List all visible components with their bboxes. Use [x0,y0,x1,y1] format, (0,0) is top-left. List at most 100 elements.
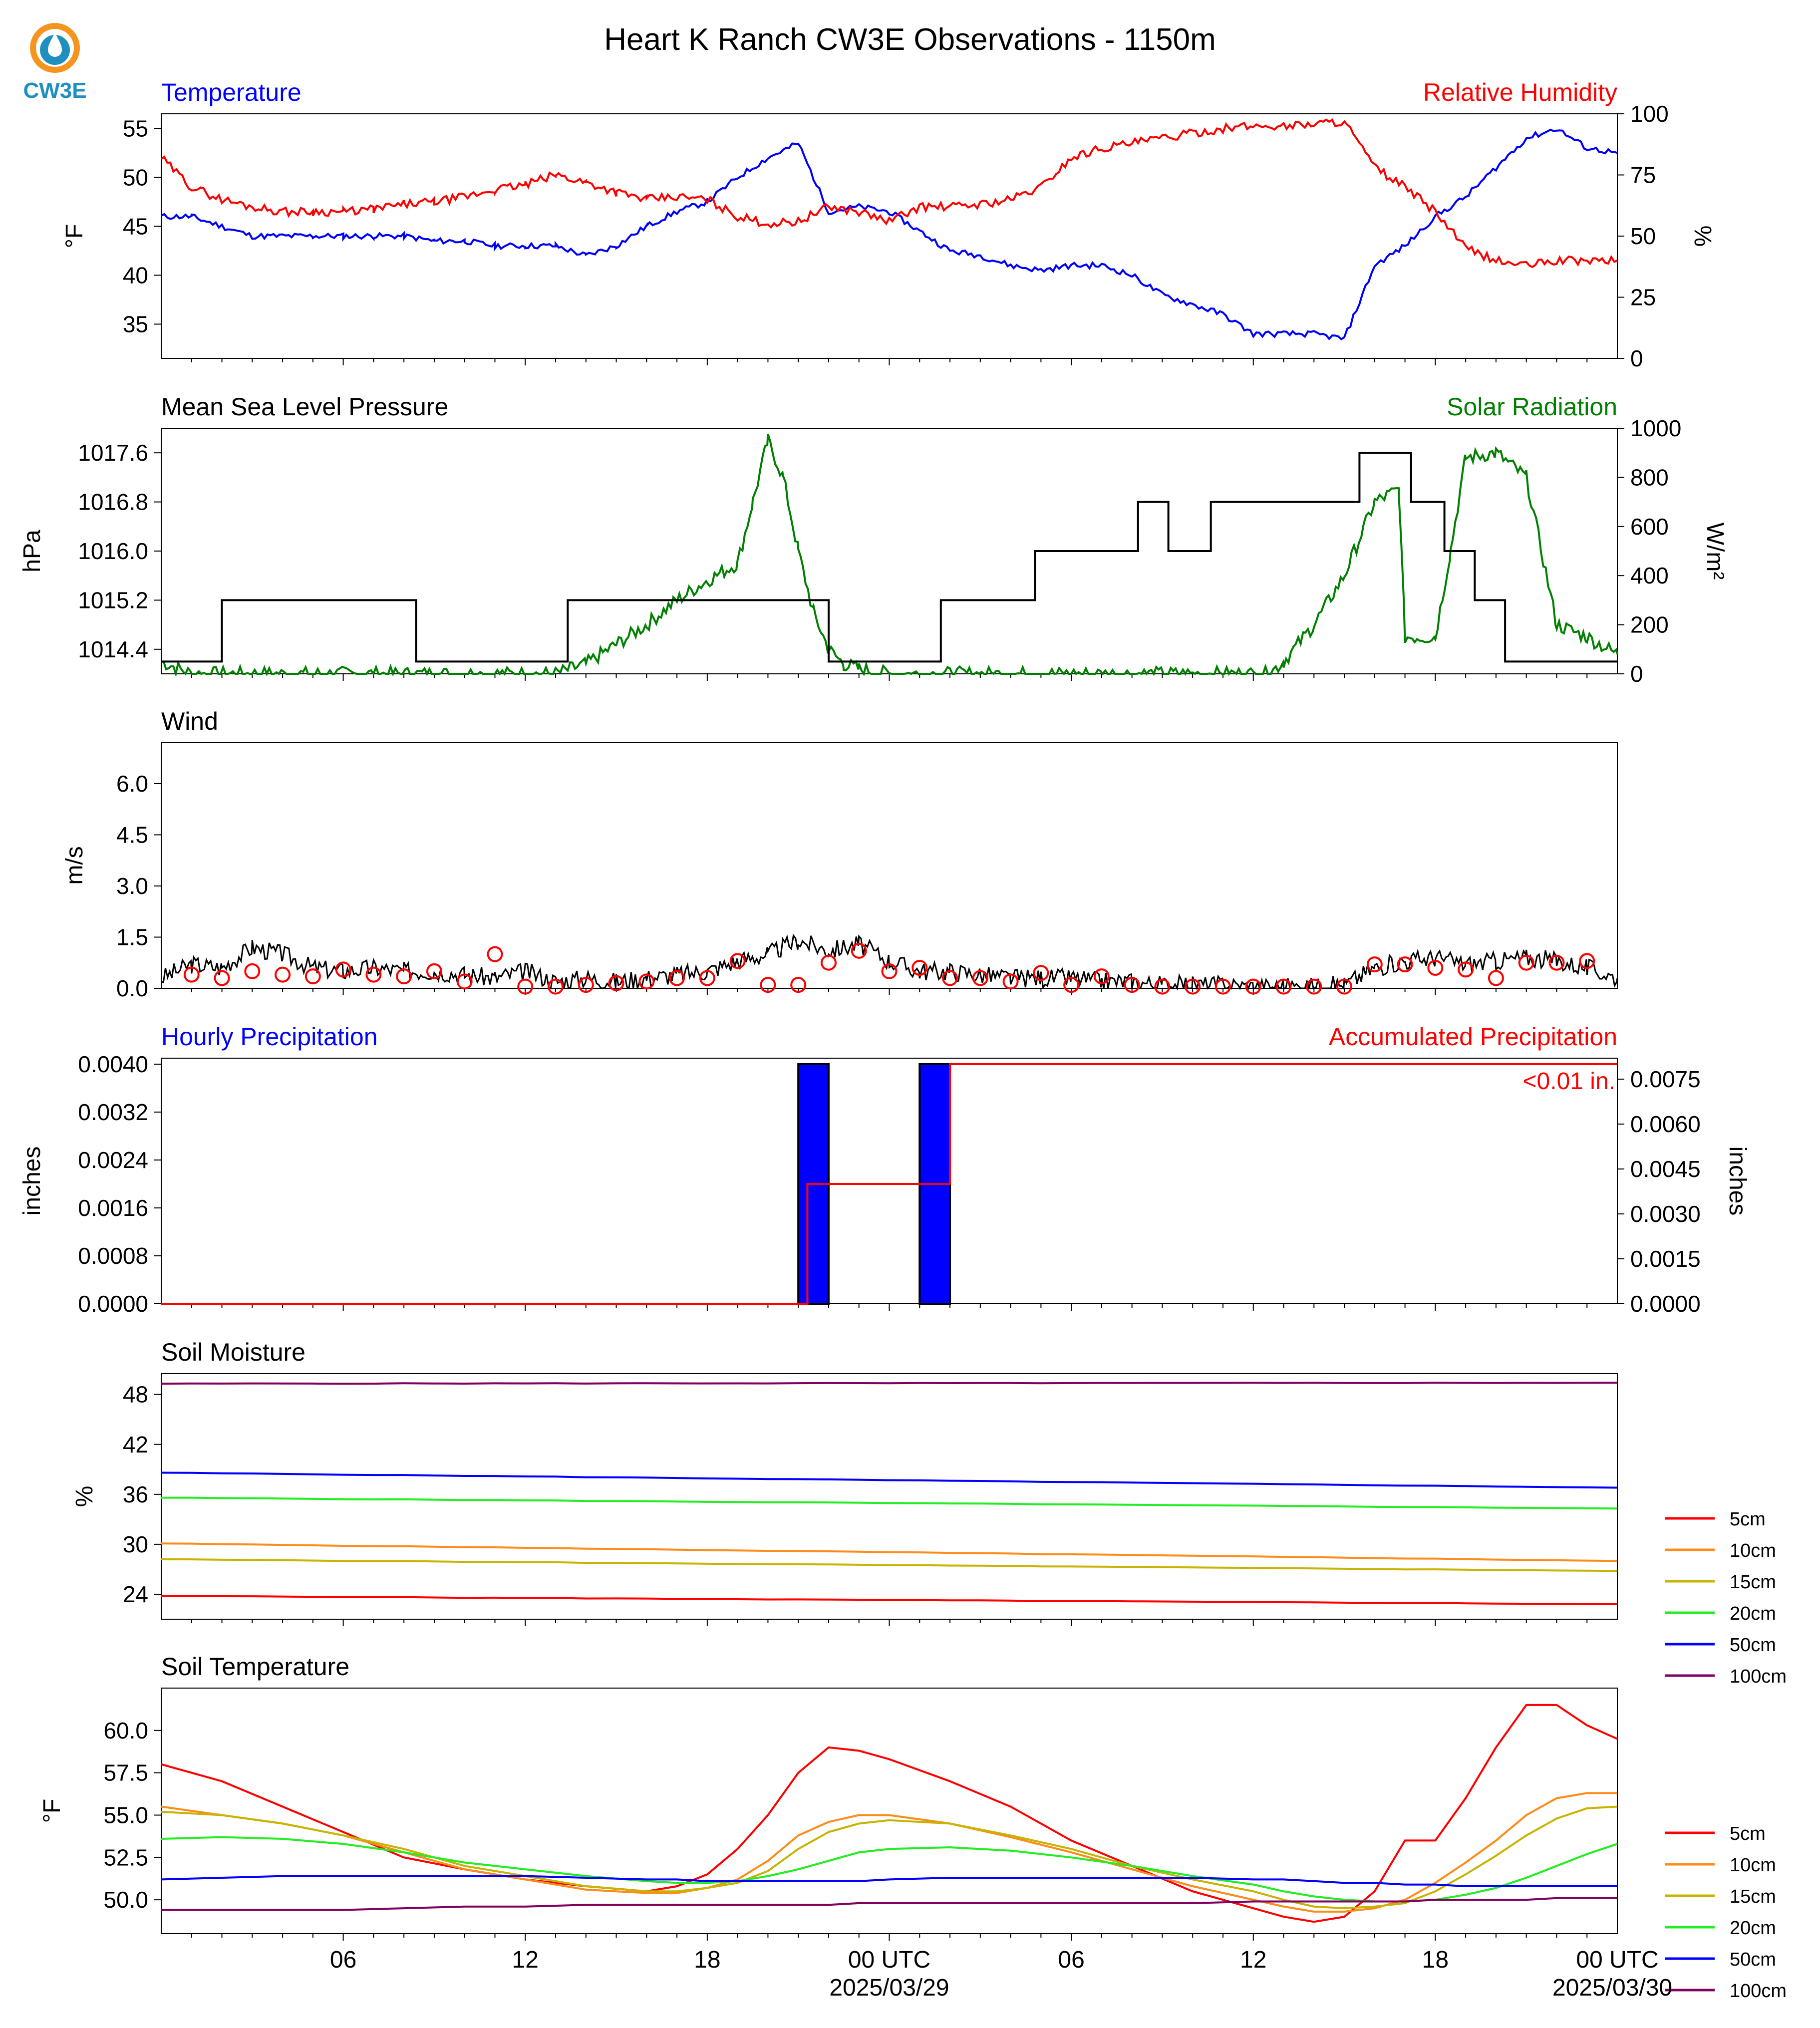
wind-marker [1063,977,1080,993]
wind-marker [1397,956,1413,973]
wind-marker [608,975,624,991]
y-left-tick-label: 4.5 [116,822,148,848]
y-left-tick-label: 0.0016 [78,1195,148,1221]
x-tick-label: 12 [1240,1947,1266,1973]
panel-title-left: Mean Sea Level Pressure [161,393,448,421]
y-left-tick-label: 42 [123,1432,148,1457]
wind-marker [335,961,351,978]
legend-label-15cm: 15cm [1730,1572,1776,1593]
wind-marker [275,966,291,983]
legend-label-10cm: 10cm [1730,1855,1776,1876]
y-right-tick-label: 100 [1630,101,1669,127]
y-right-tick-label: 600 [1630,514,1669,540]
y-right-tick-label: 0.0045 [1630,1156,1701,1182]
wind-speed-line [161,933,1618,991]
legend-label-50cm: 50cm [1730,1949,1776,1970]
plot-frame [161,1058,1618,1304]
wind-marker [1245,978,1261,995]
y-right-tick-label: 75 [1630,162,1656,188]
x-tick-label: 00 UTC [848,1947,930,1973]
y-left-axis-label: °F [61,224,88,249]
x-tick-label: 18 [694,1947,720,1973]
y-left-tick-label: 24 [123,1581,148,1607]
legend-label-20cm: 20cm [1730,1603,1776,1624]
y-left-tick-label: 57.5 [103,1760,148,1786]
wind-marker [1154,978,1171,995]
wind-marker [881,963,898,979]
plot-frame [161,1373,1618,1620]
y-left-tick-label: 50.0 [103,1887,148,1913]
x-date-label: 2025/03/29 [829,1975,949,2001]
wind-marker [1458,961,1474,978]
wind-marker [820,954,837,971]
wind-marker [1124,977,1140,993]
wind-marker [729,953,746,969]
panel-title-left: Soil Moisture [161,1338,305,1366]
soil-temperature-line-20cm [161,1836,1618,1903]
y-right-tick-label: 0.0015 [1630,1246,1701,1272]
wind-marker [487,946,503,962]
legend-label-15cm: 15cm [1730,1886,1776,1907]
y-right-tick-label: 0 [1630,661,1643,687]
y-right-axis-label: W/m² [1702,523,1728,580]
wind-marker [1185,978,1201,995]
y-right-tick-label: 0.0030 [1630,1201,1701,1227]
wind-marker [699,970,715,986]
legend-label-50cm: 50cm [1730,1635,1776,1656]
wind-marker [1306,978,1322,995]
wind-marker [244,963,261,979]
legend-label-100cm: 100cm [1730,1981,1787,2002]
wind-marker [1336,978,1353,995]
wind-marker [760,977,776,993]
pressure-line [161,452,1617,663]
legend-label-5cm: 5cm [1730,1509,1766,1530]
precip-annotation: <0.01 in. [1523,1068,1615,1095]
logo-drop-icon [48,33,62,57]
panel-title-left: Hourly Precipitation [161,1023,378,1051]
wind-marker [304,968,321,985]
soil-temperature-panel: 50.0 52.5 55.0 57.5 60.0 Soil Temperature °F 5c… [39,1653,1787,2002]
legend-label-20cm: 20cm [1730,1918,1776,1939]
y-right-tick-label: 200 [1630,612,1669,638]
accumulated-precip-line [161,1063,1617,1305]
plot-frame [161,428,1618,674]
y-left-tick-label: 55 [123,115,148,141]
y-left-tick-label: 1016.8 [78,489,148,515]
x-tick-label: 06 [1058,1947,1084,1973]
x-tick-label: 18 [1422,1947,1449,1973]
panels: 35 40 45 50 55 0 25 50 75 100 Temperature Relative … [19,78,1787,2002]
temperature-line [161,128,1618,341]
wind-marker [1488,970,1504,986]
wind-marker [1366,956,1383,973]
y-left-tick-label: 1015.2 [78,587,148,613]
cw3e-logo: CW3E [23,23,87,103]
soil-moisture-line-5cm [161,1595,1618,1605]
wind-marker [972,970,988,986]
wind-marker [456,973,473,990]
wind-marker [1275,978,1292,995]
y-left-tick-label: 48 [123,1382,148,1408]
soil-temperature-line-15cm [161,1805,1618,1910]
y-right-tick-label: 0 [1630,345,1643,371]
panel-title-left: Temperature [161,78,302,106]
y-left-axis-label: hPa [19,530,45,573]
y-left-tick-label: 30 [123,1531,148,1557]
soil-moisture-line-50cm [161,1471,1618,1489]
y-left-tick-label: 0.0040 [78,1051,148,1077]
solar-radiation-line [161,433,1618,678]
wind-marker [517,978,534,995]
pressure-solar-panel: 1014.4 1015.2 1016.0 1016.8 1017.6 0 200 400 600… [19,393,1728,687]
wind-marker [214,970,230,986]
y-left-axis-label: inches [19,1147,45,1216]
y-left-tick-label: 36 [123,1481,148,1507]
plot-frame [161,1688,1618,1934]
y-left-tick-label: 50 [123,164,148,190]
y-left-tick-label: 60.0 [103,1718,148,1743]
x-tick-label: 00 UTC [1576,1947,1658,1973]
wind-marker [1579,953,1595,969]
y-left-axis-label: m/s [61,846,88,884]
panel-title-right: Accumulated Precipitation [1329,1023,1617,1051]
relative-humidity-line [160,118,1618,269]
